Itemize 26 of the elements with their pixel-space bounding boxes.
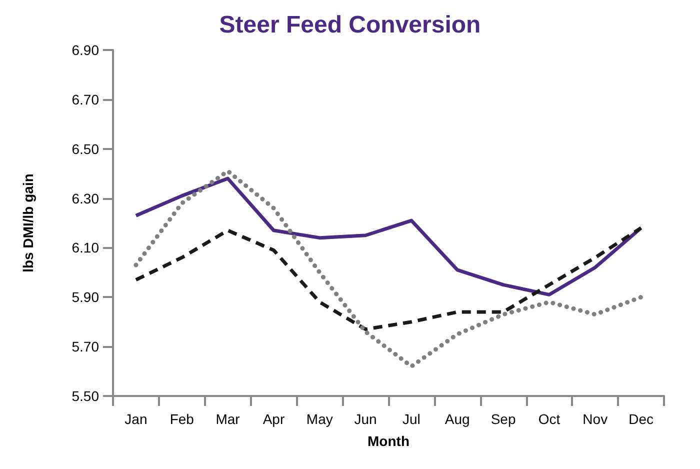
y-tick-label: 6.50: [72, 140, 100, 157]
y-tick-label: 6.10: [72, 240, 100, 256]
x-tick-label: Dec: [628, 411, 654, 427]
x-tick-label: Oct: [538, 411, 560, 427]
x-tick-label: Aug: [444, 411, 470, 427]
x-axis-title: Month: [368, 433, 410, 449]
x-tick-label: May: [306, 411, 333, 427]
x-tick-label: Jul: [402, 411, 420, 427]
x-tick-label: Sep: [490, 411, 516, 427]
y-tick-label: 6.90: [72, 42, 100, 58]
x-tick-label: Apr: [262, 411, 285, 427]
chart-title: Steer Feed Conversion: [219, 12, 481, 38]
line-series: [134, 176, 643, 296]
y-axis-title: lbs DMI/lb gain: [20, 174, 36, 272]
y-tick-label: 5.70: [72, 338, 100, 355]
x-tick-label: Nov: [582, 411, 608, 427]
x-tick-label: Feb: [170, 411, 194, 427]
y-tick-label: 5.50: [72, 388, 100, 404]
y-tick-label: 5.90: [72, 289, 100, 306]
x-tick-label: Jan: [124, 411, 148, 427]
x-tick-label: Jun: [354, 411, 377, 427]
x-tick-label: Mar: [216, 411, 240, 427]
line-series: [134, 226, 643, 332]
y-tick-label: 6.30: [72, 190, 100, 206]
y-tick-label: 6.70: [72, 91, 100, 108]
line-series: [134, 168, 644, 369]
